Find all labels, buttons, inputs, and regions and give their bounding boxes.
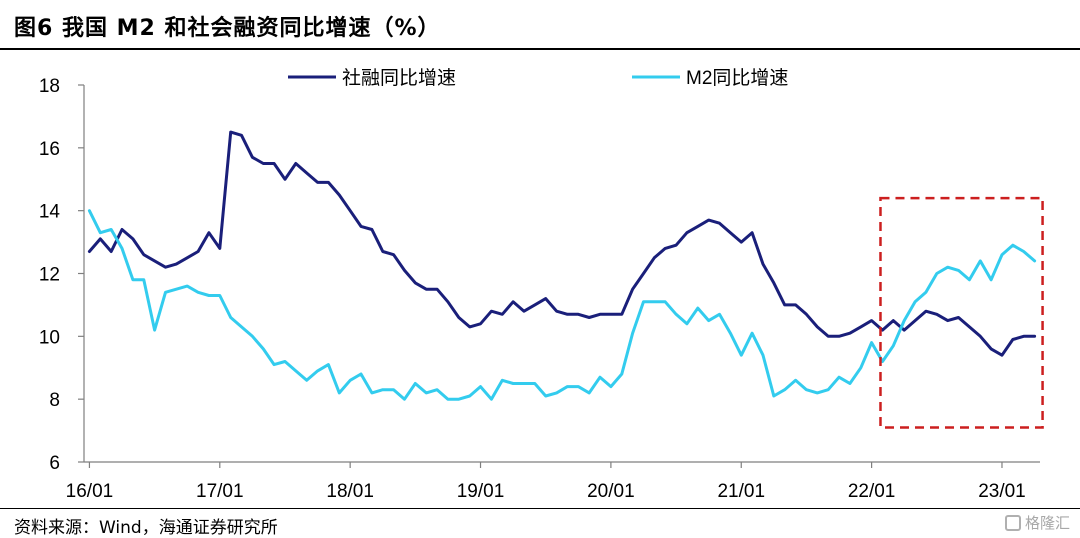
x-tick-label: 22/01	[848, 481, 896, 502]
watermark-logo-icon	[1004, 514, 1021, 531]
source-note: 资料来源：Wind，海通证券研究所	[14, 518, 278, 538]
legend-label-m2: M2同比增速	[686, 67, 788, 89]
figure-title: 图6 我国 M2 和社会融资同比增速（%）	[14, 16, 441, 41]
x-tick-label: 19/01	[457, 481, 505, 502]
series-layer	[87, 130, 1037, 401]
x-tick-label: 23/01	[978, 481, 1026, 502]
chart-legend: 社融同比增速 M2同比增速	[288, 67, 788, 89]
y-tick-label: 6	[49, 453, 60, 474]
x-tick-label: 21/01	[717, 481, 765, 502]
y-tick-label: 14	[39, 202, 61, 223]
y-tick-label: 16	[39, 139, 60, 160]
y-tick-label: 12	[39, 265, 60, 286]
watermark-text: 格隆汇	[1024, 514, 1070, 532]
highlight-layer	[879, 196, 1044, 429]
footer-divider	[0, 508, 1080, 509]
title-bar: 图6 我国 M2 和社会融资同比增速（%）	[0, 0, 1080, 50]
x-tick-label: 16/01	[66, 481, 114, 502]
watermark: 格隆汇	[1004, 512, 1070, 533]
x-tick-label: 20/01	[587, 481, 635, 502]
series-line-m2	[87, 209, 1037, 401]
x-tick-label: 18/01	[326, 481, 374, 502]
series-line-social-financing	[87, 130, 1037, 357]
legend-label-social-financing: 社融同比增速	[342, 67, 456, 89]
highlight-box	[879, 196, 1044, 429]
chart-axes: 6 8 10 12 14 16 18 16/01 17/01 18/01 19/01 20/01 21/…	[39, 76, 1040, 502]
y-tick-label: 10	[39, 327, 60, 348]
x-tick-label: 17/01	[196, 481, 244, 502]
y-tick-label: 18	[39, 76, 60, 97]
line-chart: 社融同比增速 M2同比增速 6 8 10 12 14 16 18 16/01 17/01 18/01…	[39, 67, 1044, 502]
y-tick-label: 8	[49, 390, 60, 411]
